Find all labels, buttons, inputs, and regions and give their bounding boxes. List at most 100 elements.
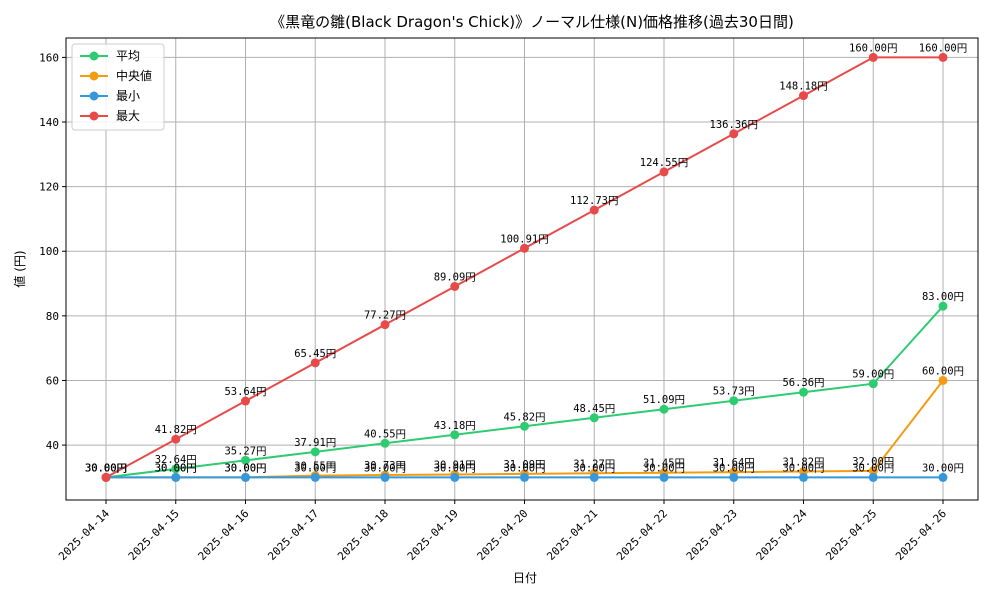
data-point [241, 472, 250, 482]
data-point [171, 434, 181, 444]
data-label: 35.27円 [224, 445, 266, 457]
data-label: 30.00円 [713, 462, 755, 474]
data-point [868, 52, 878, 62]
data-label: 30.00円 [922, 462, 964, 474]
legend-label: 最大 [116, 109, 140, 123]
data-label: 30.00円 [364, 462, 406, 474]
data-point [171, 472, 181, 482]
data-label: 30.00円 [85, 462, 127, 474]
data-label: 100.91円 [500, 233, 548, 245]
data-point [868, 466, 878, 476]
data-point [380, 320, 390, 330]
data-label: 31.82円 [782, 457, 824, 469]
data-point [450, 281, 460, 291]
data-label: 30.73円 [364, 460, 406, 472]
legend-label: 平均 [116, 49, 140, 63]
y-tick-label: 100 [39, 245, 59, 258]
data-label: 48.45円 [573, 403, 615, 415]
data-point [938, 52, 948, 62]
x-axis-label: 日付 [513, 571, 537, 585]
data-point [799, 387, 808, 397]
y-tick-label: 80 [46, 310, 59, 323]
data-point [868, 379, 878, 389]
data-label: 160.00円 [919, 42, 967, 54]
data-labels: 30.00円32.64円35.27円37.91円40.55円43.18円45.8… [85, 42, 967, 474]
data-label: 53.64円 [224, 386, 266, 398]
data-point [729, 129, 739, 139]
data-label: 30.00円 [434, 462, 476, 474]
data-point [520, 243, 529, 253]
data-label: 40.55円 [364, 428, 406, 440]
data-point [938, 472, 948, 482]
data-point [101, 472, 111, 482]
legend-marker [89, 111, 99, 121]
data-point [729, 396, 739, 406]
legend-label: 中央値 [116, 68, 152, 83]
y-tick-label: 40 [46, 439, 59, 452]
data-label: 30.91円 [434, 459, 476, 471]
data-point [589, 472, 599, 482]
data-label: 45.82円 [503, 411, 545, 423]
data-label: 30.00円 [155, 462, 197, 474]
data-label: 32.00円 [852, 456, 894, 468]
data-label: 83.00円 [922, 291, 964, 303]
data-label: 56.36円 [782, 377, 824, 389]
data-label: 37.91円 [294, 437, 336, 449]
data-label: 31.64円 [713, 457, 755, 469]
data-point [659, 404, 669, 414]
data-point [799, 91, 808, 101]
data-label: 31.27円 [573, 458, 615, 470]
data-label: 30.00円 [85, 462, 127, 474]
data-point [520, 421, 529, 431]
data-label: 124.55円 [640, 157, 688, 169]
series-group [101, 52, 948, 482]
data-label: 30.00円 [155, 462, 197, 474]
data-point [380, 472, 390, 482]
data-label: 148.18円 [779, 81, 827, 93]
data-label: 30.00円 [573, 462, 615, 474]
data-label: 30.55円 [294, 461, 336, 473]
y-axis: 40 60 80 100 120 140 160 [39, 51, 66, 452]
data-point [310, 472, 320, 482]
data-label: 30.00円 [85, 462, 127, 474]
data-label: 160.00円 [849, 42, 897, 54]
data-label: 41.82円 [155, 424, 197, 436]
legend-label: 最小 [116, 89, 140, 103]
data-label: 31.45円 [643, 458, 685, 470]
data-label: 60.00円 [922, 365, 964, 377]
data-point [659, 167, 669, 177]
data-label: 51.09円 [643, 394, 685, 406]
legend-marker [89, 91, 99, 101]
legend-marker [89, 51, 99, 61]
data-label: 30.00円 [643, 462, 685, 474]
data-point [450, 430, 460, 440]
y-tick-label: 120 [39, 181, 59, 194]
data-point [450, 472, 460, 482]
data-label: 112.73円 [570, 195, 618, 207]
data-label: 30.00円 [85, 462, 127, 474]
data-point [938, 301, 948, 311]
y-tick-label: 140 [39, 116, 59, 129]
data-label: 30.00円 [852, 462, 894, 474]
y-axis-label: 値 (円) [12, 250, 27, 287]
data-label: 59.00円 [852, 369, 894, 381]
legend-marker [89, 71, 99, 81]
data-label: 89.09円 [434, 271, 476, 283]
data-point [171, 464, 181, 474]
data-point [799, 472, 808, 482]
data-label: 65.45円 [294, 348, 336, 360]
data-label: 77.27円 [364, 310, 406, 322]
data-point [520, 472, 529, 482]
data-label: 136.36円 [710, 119, 758, 131]
data-label: 30.00円 [503, 462, 545, 474]
legend-box [71, 43, 165, 131]
data-point [310, 447, 320, 457]
data-point [729, 472, 739, 482]
y-tick-label: 160 [39, 51, 59, 64]
data-point [241, 455, 250, 465]
data-label: 30.00円 [782, 462, 824, 474]
data-label: 30.00円 [224, 462, 266, 474]
data-point [310, 358, 320, 368]
